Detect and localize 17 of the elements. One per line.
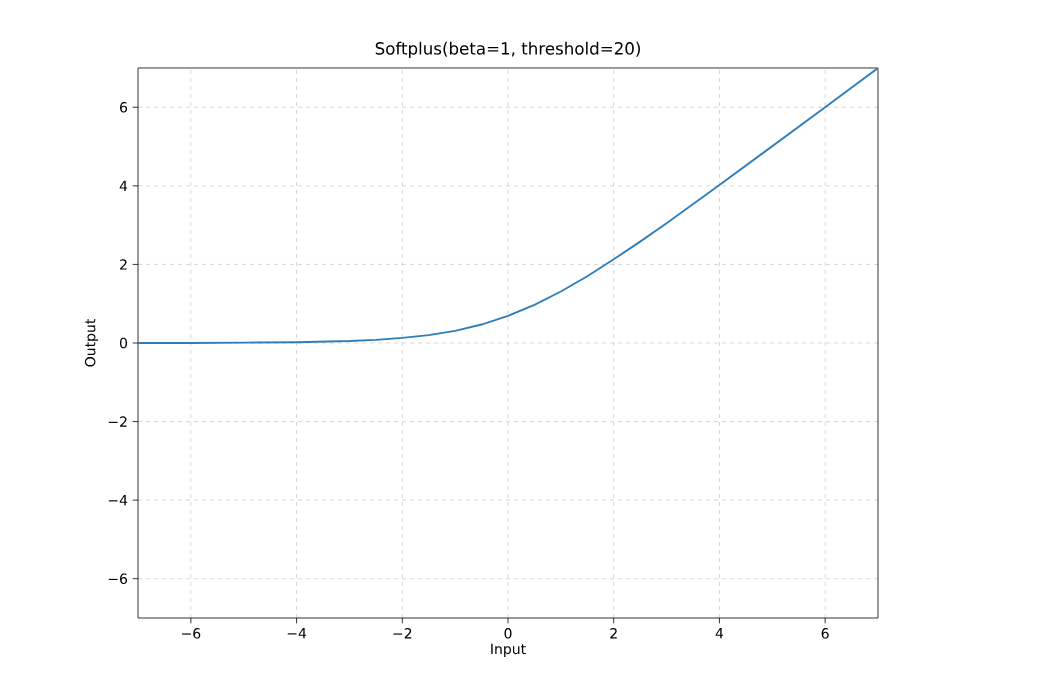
y-tick-label: 4 — [119, 180, 128, 191]
x-tick-label: 0 — [504, 628, 512, 639]
y-tick-label: −2 — [108, 416, 127, 427]
y-tick-label: −6 — [108, 573, 128, 584]
x-tick-label: −2 — [393, 628, 412, 639]
x-tick-label: 6 — [821, 628, 829, 639]
y-tick-label: 2 — [120, 259, 127, 270]
x-tick-label: −4 — [287, 628, 307, 639]
x-axis-title: Input — [491, 643, 526, 657]
y-tick-label: −4 — [108, 495, 128, 506]
x-tick-label: −6 — [182, 628, 201, 639]
x-tick-label: 2 — [610, 628, 617, 639]
chart-title: Softplus(beta=1, threshold=20) — [375, 41, 640, 58]
y-axis-title: Output — [84, 319, 99, 367]
y-tick-label: 0 — [119, 337, 128, 349]
x-tick-label: 4 — [715, 628, 724, 639]
y-tick-label: 6 — [120, 101, 128, 113]
